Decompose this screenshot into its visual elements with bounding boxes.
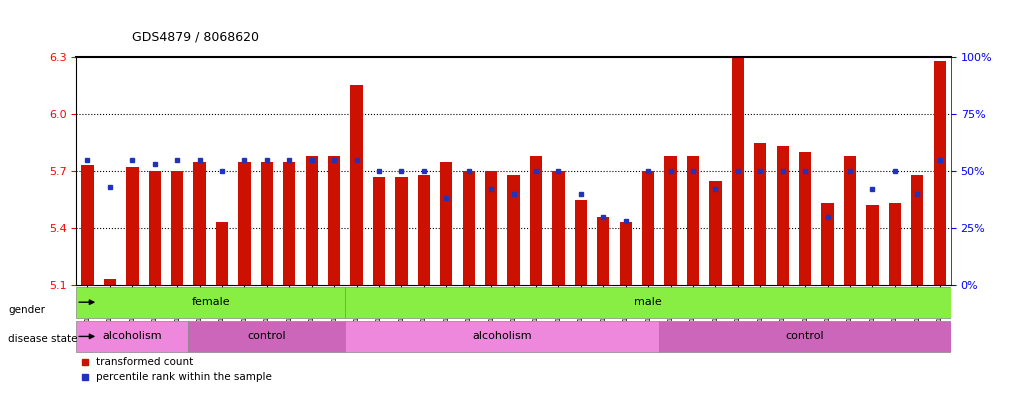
- Bar: [104, 279, 116, 285]
- Bar: [844, 156, 856, 285]
- Bar: [463, 171, 475, 285]
- Text: gender: gender: [8, 305, 45, 315]
- Bar: [346, 287, 951, 318]
- Bar: [283, 162, 296, 285]
- Bar: [822, 203, 834, 285]
- Bar: [351, 86, 363, 285]
- Bar: [866, 205, 879, 285]
- Bar: [216, 222, 228, 285]
- Bar: [686, 156, 699, 285]
- Bar: [188, 321, 346, 352]
- Text: GDS4879 / 8068620: GDS4879 / 8068620: [132, 30, 259, 43]
- Bar: [418, 175, 430, 285]
- Text: alcoholism: alcoholism: [473, 331, 532, 342]
- Bar: [934, 61, 946, 285]
- Bar: [575, 200, 587, 285]
- Bar: [171, 171, 183, 285]
- Text: alcoholism: alcoholism: [103, 331, 162, 342]
- Bar: [597, 217, 609, 285]
- Bar: [238, 162, 250, 285]
- Bar: [911, 175, 923, 285]
- Bar: [507, 175, 520, 285]
- Bar: [799, 152, 812, 285]
- Bar: [76, 287, 346, 318]
- Bar: [659, 321, 951, 352]
- Bar: [777, 146, 789, 285]
- Bar: [530, 156, 542, 285]
- Text: transformed count: transformed count: [96, 357, 193, 367]
- Bar: [373, 177, 385, 285]
- Bar: [485, 171, 497, 285]
- Text: male: male: [635, 297, 662, 307]
- Bar: [76, 321, 188, 352]
- Text: female: female: [191, 297, 230, 307]
- Text: disease state: disease state: [8, 334, 77, 344]
- Bar: [346, 321, 659, 352]
- Bar: [709, 180, 722, 285]
- Bar: [148, 171, 161, 285]
- Bar: [81, 165, 94, 285]
- Bar: [552, 171, 564, 285]
- Bar: [642, 171, 654, 285]
- Bar: [664, 156, 676, 285]
- Bar: [755, 143, 767, 285]
- Bar: [305, 156, 318, 285]
- Bar: [126, 167, 138, 285]
- Bar: [396, 177, 408, 285]
- Text: control: control: [786, 331, 825, 342]
- Bar: [193, 162, 205, 285]
- Bar: [619, 222, 632, 285]
- Text: control: control: [247, 331, 286, 342]
- Bar: [260, 162, 273, 285]
- Text: percentile rank within the sample: percentile rank within the sample: [96, 372, 272, 382]
- Bar: [731, 44, 744, 285]
- Bar: [440, 162, 453, 285]
- Bar: [328, 156, 341, 285]
- Bar: [889, 203, 901, 285]
